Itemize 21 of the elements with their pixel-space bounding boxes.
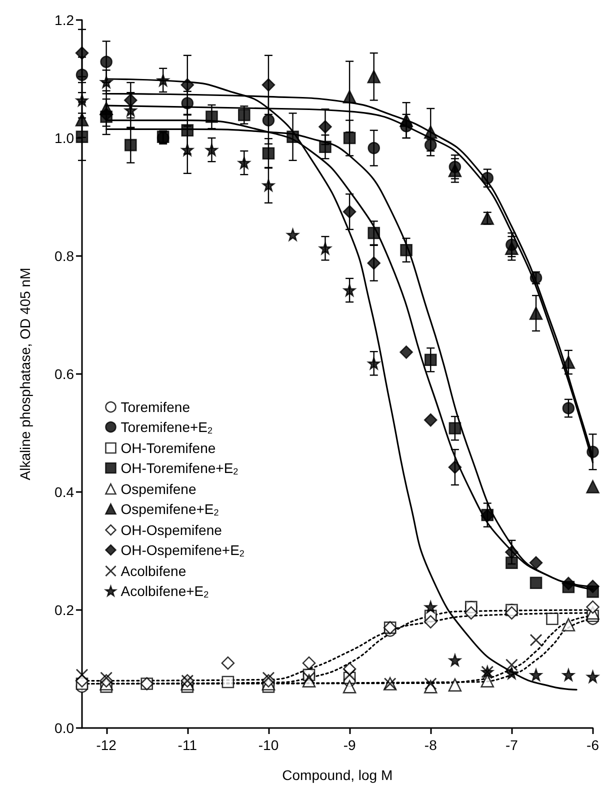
y-tick-label: 0.4 — [54, 484, 74, 500]
y-tick-label: 1.2 — [54, 12, 74, 28]
x-axis-title: Compound, log M — [282, 767, 393, 783]
x-tick-label: -11 — [178, 737, 198, 753]
x-tick-label: -9 — [343, 737, 356, 753]
y-tick-label: 0.2 — [54, 602, 74, 618]
x-tick-label: -6 — [586, 737, 600, 753]
legend-label: OH-Ospemifene — [120, 522, 222, 538]
x-tick-label: -12 — [96, 737, 117, 753]
x-tick-label: -10 — [258, 737, 279, 753]
y-tick-label: 0.0 — [54, 720, 74, 736]
legend-label: Ospemifene — [120, 481, 196, 497]
y-axis-title: Alkaline phosphatase, OD 405 nM — [17, 268, 33, 480]
legend-label: Acolbifene — [120, 563, 186, 579]
y-tick-label: 0.6 — [54, 366, 74, 382]
x-tick-label: -8 — [424, 737, 438, 753]
legend-label: OH-Toremifene — [120, 440, 216, 456]
x-tick-label: -7 — [505, 737, 518, 753]
legend-label: Toremifene — [120, 399, 190, 415]
y-tick-label: 1.0 — [54, 130, 74, 146]
y-tick-label: 0.8 — [54, 248, 74, 264]
